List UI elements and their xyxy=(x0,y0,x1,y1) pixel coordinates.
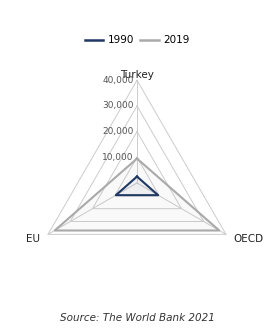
Text: 30,000: 30,000 xyxy=(102,101,134,111)
Text: Source: The World Bank 2021: Source: The World Bank 2021 xyxy=(59,314,215,323)
Polygon shape xyxy=(55,159,219,230)
Text: Turkey: Turkey xyxy=(120,70,154,80)
Text: OECD: OECD xyxy=(234,235,264,245)
Text: EU: EU xyxy=(26,235,40,245)
Legend: 1990, 2019: 1990, 2019 xyxy=(80,31,194,50)
Text: 40,000: 40,000 xyxy=(102,76,134,85)
Text: 20,000: 20,000 xyxy=(102,127,134,136)
Text: 10,000: 10,000 xyxy=(102,153,134,162)
Polygon shape xyxy=(116,177,158,195)
